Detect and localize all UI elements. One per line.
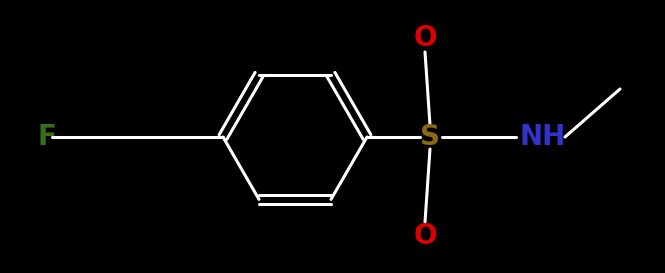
Text: NH: NH [520,123,567,151]
Text: O: O [413,222,437,250]
Text: O: O [413,24,437,52]
Text: S: S [420,123,440,151]
Text: F: F [38,123,57,151]
